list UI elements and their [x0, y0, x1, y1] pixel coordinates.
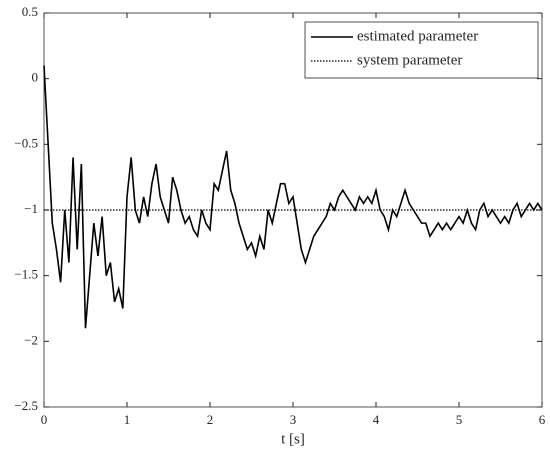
y-tick-label: −2	[24, 332, 38, 347]
x-axis-label: t [s]	[281, 431, 305, 447]
legend-label: system parameter	[357, 52, 462, 68]
x-tick-label: 1	[124, 412, 131, 427]
y-tick-label: −0.5	[14, 135, 38, 150]
y-tick-label: −1	[24, 201, 38, 216]
legend-box	[304, 21, 539, 79]
x-tick-label: 4	[373, 412, 380, 427]
x-tick-label: 3	[290, 412, 297, 427]
y-tick-label: 0.5	[22, 4, 38, 19]
y-tick-label: −1.5	[14, 267, 38, 282]
x-tick-label: 6	[539, 412, 546, 427]
x-tick-label: 2	[207, 412, 214, 427]
y-tick-label: −2.5	[14, 398, 38, 413]
series-line	[43, 65, 543, 329]
x-tick-label: 0	[41, 412, 48, 427]
y-tick-label: 0	[32, 70, 39, 85]
x-tick-label: 5	[456, 412, 463, 427]
legend-label: estimated parameter	[357, 28, 478, 44]
